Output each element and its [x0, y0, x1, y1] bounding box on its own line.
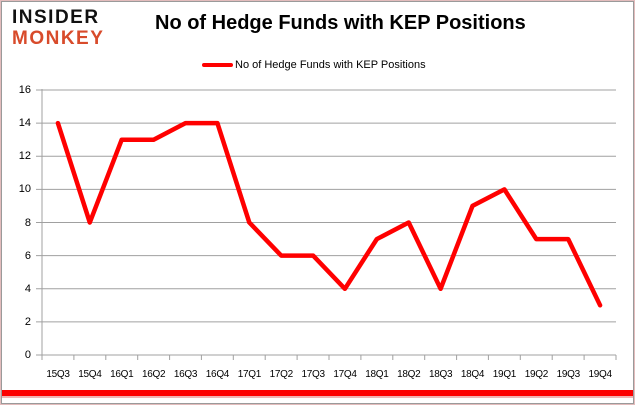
legend: No of Hedge Funds with KEP Positions [202, 57, 426, 72]
y-axis-label: 16 [18, 84, 31, 96]
x-axis-label: 15Q4 [78, 369, 102, 380]
x-axis-label: 19Q3 [556, 369, 581, 380]
y-axis-label: 8 [24, 216, 31, 229]
y-axis-label: 4 [24, 282, 31, 295]
y-axis-label: 12 [18, 150, 31, 163]
x-axis-label: 16Q2 [142, 369, 166, 380]
x-axis-label: 18Q3 [429, 369, 453, 380]
y-axis-label: 14 [18, 117, 31, 130]
legend-line-swatch [202, 62, 233, 67]
y-axis-label: 2 [24, 315, 31, 328]
y-axis-label: 10 [18, 183, 31, 196]
x-axis-label: 19Q2 [524, 369, 549, 380]
logo-line-insider: INSIDER [12, 7, 100, 28]
y-axis-label: 0 [24, 349, 31, 361]
x-axis-label: 17Q1 [237, 369, 262, 380]
x-axis-label: 16Q4 [205, 369, 230, 380]
x-axis-label: 16Q3 [173, 369, 198, 380]
x-axis-label: 18Q1 [365, 369, 389, 380]
chart-title: No of Hedge Funds with KEP Positions [155, 12, 526, 34]
x-axis-label: 16Q1 [110, 369, 134, 380]
y-axis-label: 6 [24, 249, 31, 262]
x-axis-label: 17Q4 [333, 369, 357, 380]
bottom-red-bar [2, 390, 633, 396]
x-axis-label: 15Q3 [46, 369, 70, 380]
x-axis-label: 18Q4 [460, 369, 485, 380]
x-axis-label: 19Q4 [588, 369, 612, 380]
legend-label: No of Hedge Funds with KEP Positions [235, 58, 426, 71]
x-axis-label: 19Q1 [492, 369, 517, 380]
logo-line-monkey: MONKEY [12, 28, 105, 49]
x-axis-label: 18Q2 [397, 369, 421, 380]
insider-monkey-logo: INSIDER MONKEY [12, 7, 104, 49]
x-axis-label: 17Q3 [301, 369, 325, 380]
x-axis-label: 17Q2 [269, 369, 294, 380]
